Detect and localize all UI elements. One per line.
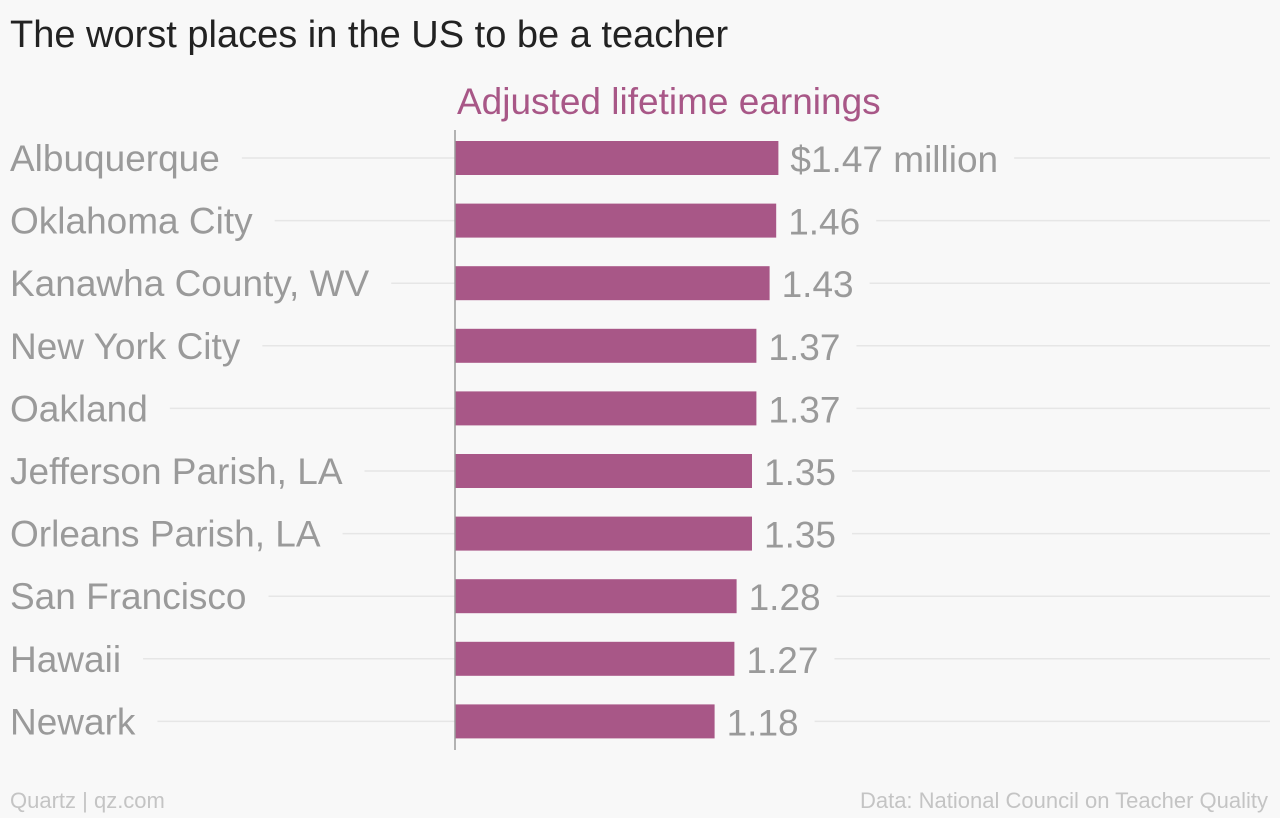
value-label: 1.46 (788, 202, 860, 243)
category-label: Orleans Parish, LA (10, 514, 321, 555)
value-label: 1.28 (749, 577, 821, 618)
bar (455, 141, 779, 175)
brand-credit: Quartz | qz.com (10, 788, 165, 813)
data-source: Data: National Council on Teacher Qualit… (859, 788, 1268, 813)
value-label: 1.43 (782, 264, 854, 305)
bar (455, 579, 737, 614)
bar (455, 266, 770, 301)
chart-title: The worst places in the US to be a teach… (10, 14, 729, 56)
value-label: 1.27 (746, 640, 818, 681)
category-label: Albuquerque (10, 138, 220, 179)
category-label: New York City (10, 326, 241, 367)
value-label: $1.47 million (790, 139, 998, 180)
category-label: Kanawha County, WV (10, 263, 370, 304)
bar (455, 328, 757, 363)
category-label: Oklahoma City (10, 201, 253, 242)
value-label: 1.37 (768, 327, 840, 368)
bar (455, 641, 735, 676)
category-label: Newark (10, 701, 136, 742)
bar (455, 391, 757, 426)
value-label: 1.18 (727, 702, 799, 743)
value-label: 1.35 (764, 515, 836, 556)
bar (455, 203, 777, 238)
category-label: Oakland (10, 388, 148, 429)
category-label: San Francisco (10, 576, 247, 617)
value-label: 1.35 (764, 452, 836, 493)
value-label: 1.37 (768, 389, 840, 430)
bar (455, 516, 752, 551)
series-title: Adjusted lifetime earnings (457, 81, 881, 122)
bar (455, 454, 752, 488)
category-label: Hawaii (10, 639, 121, 680)
bar (455, 704, 715, 739)
category-label: Jefferson Parish, LA (10, 451, 343, 492)
